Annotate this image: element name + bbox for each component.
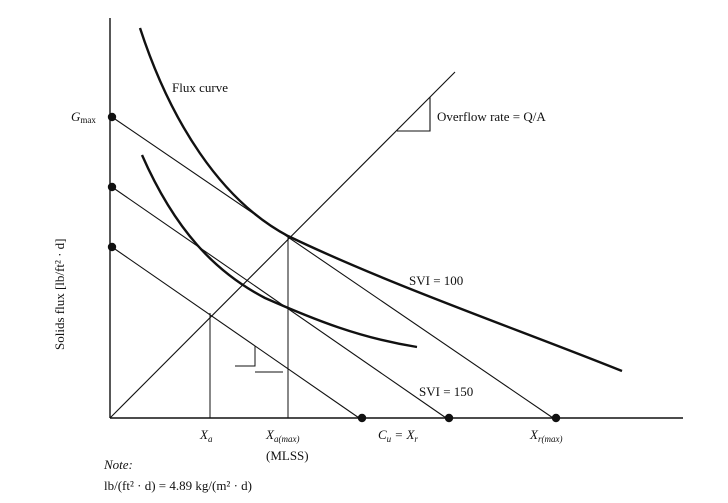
gmax-label: Gmax [71,109,96,125]
svi-150-label: SVI = 150 [419,384,473,399]
underflow-line-low [111,246,363,421]
xrmax-label: Xr(max) [529,427,562,444]
flux-curve-svi-150 [140,154,418,349]
overflow-rate-line [109,71,456,419]
point-xrmax [551,413,561,423]
point-gmax [107,112,117,122]
mlss-label: (MLSS) [266,448,309,463]
overflow-rate-label: Overflow rate = Q/A [437,109,546,124]
underflow-line-max [111,116,557,421]
slope-triangle [397,97,431,132]
point-x-mid [444,413,454,423]
note-title: Note: [103,457,133,472]
note-body: lb/(ft² · d) = 4.89 kg/(m² · d) [104,478,252,493]
cu-xr-label: Cu = Xr [378,427,418,444]
step-marker [235,346,256,367]
y-axis-title: Solids flux [lb/ft² · d] [52,238,67,350]
flux-curve-label: Flux curve [172,80,228,95]
point-y-low [107,242,117,252]
xamax-label: Xa(max) [265,427,299,444]
xa-label: Xa [199,427,213,444]
point-x-low [357,413,367,423]
svi-100-label: SVI = 100 [409,273,463,288]
point-y-mid [107,182,117,192]
